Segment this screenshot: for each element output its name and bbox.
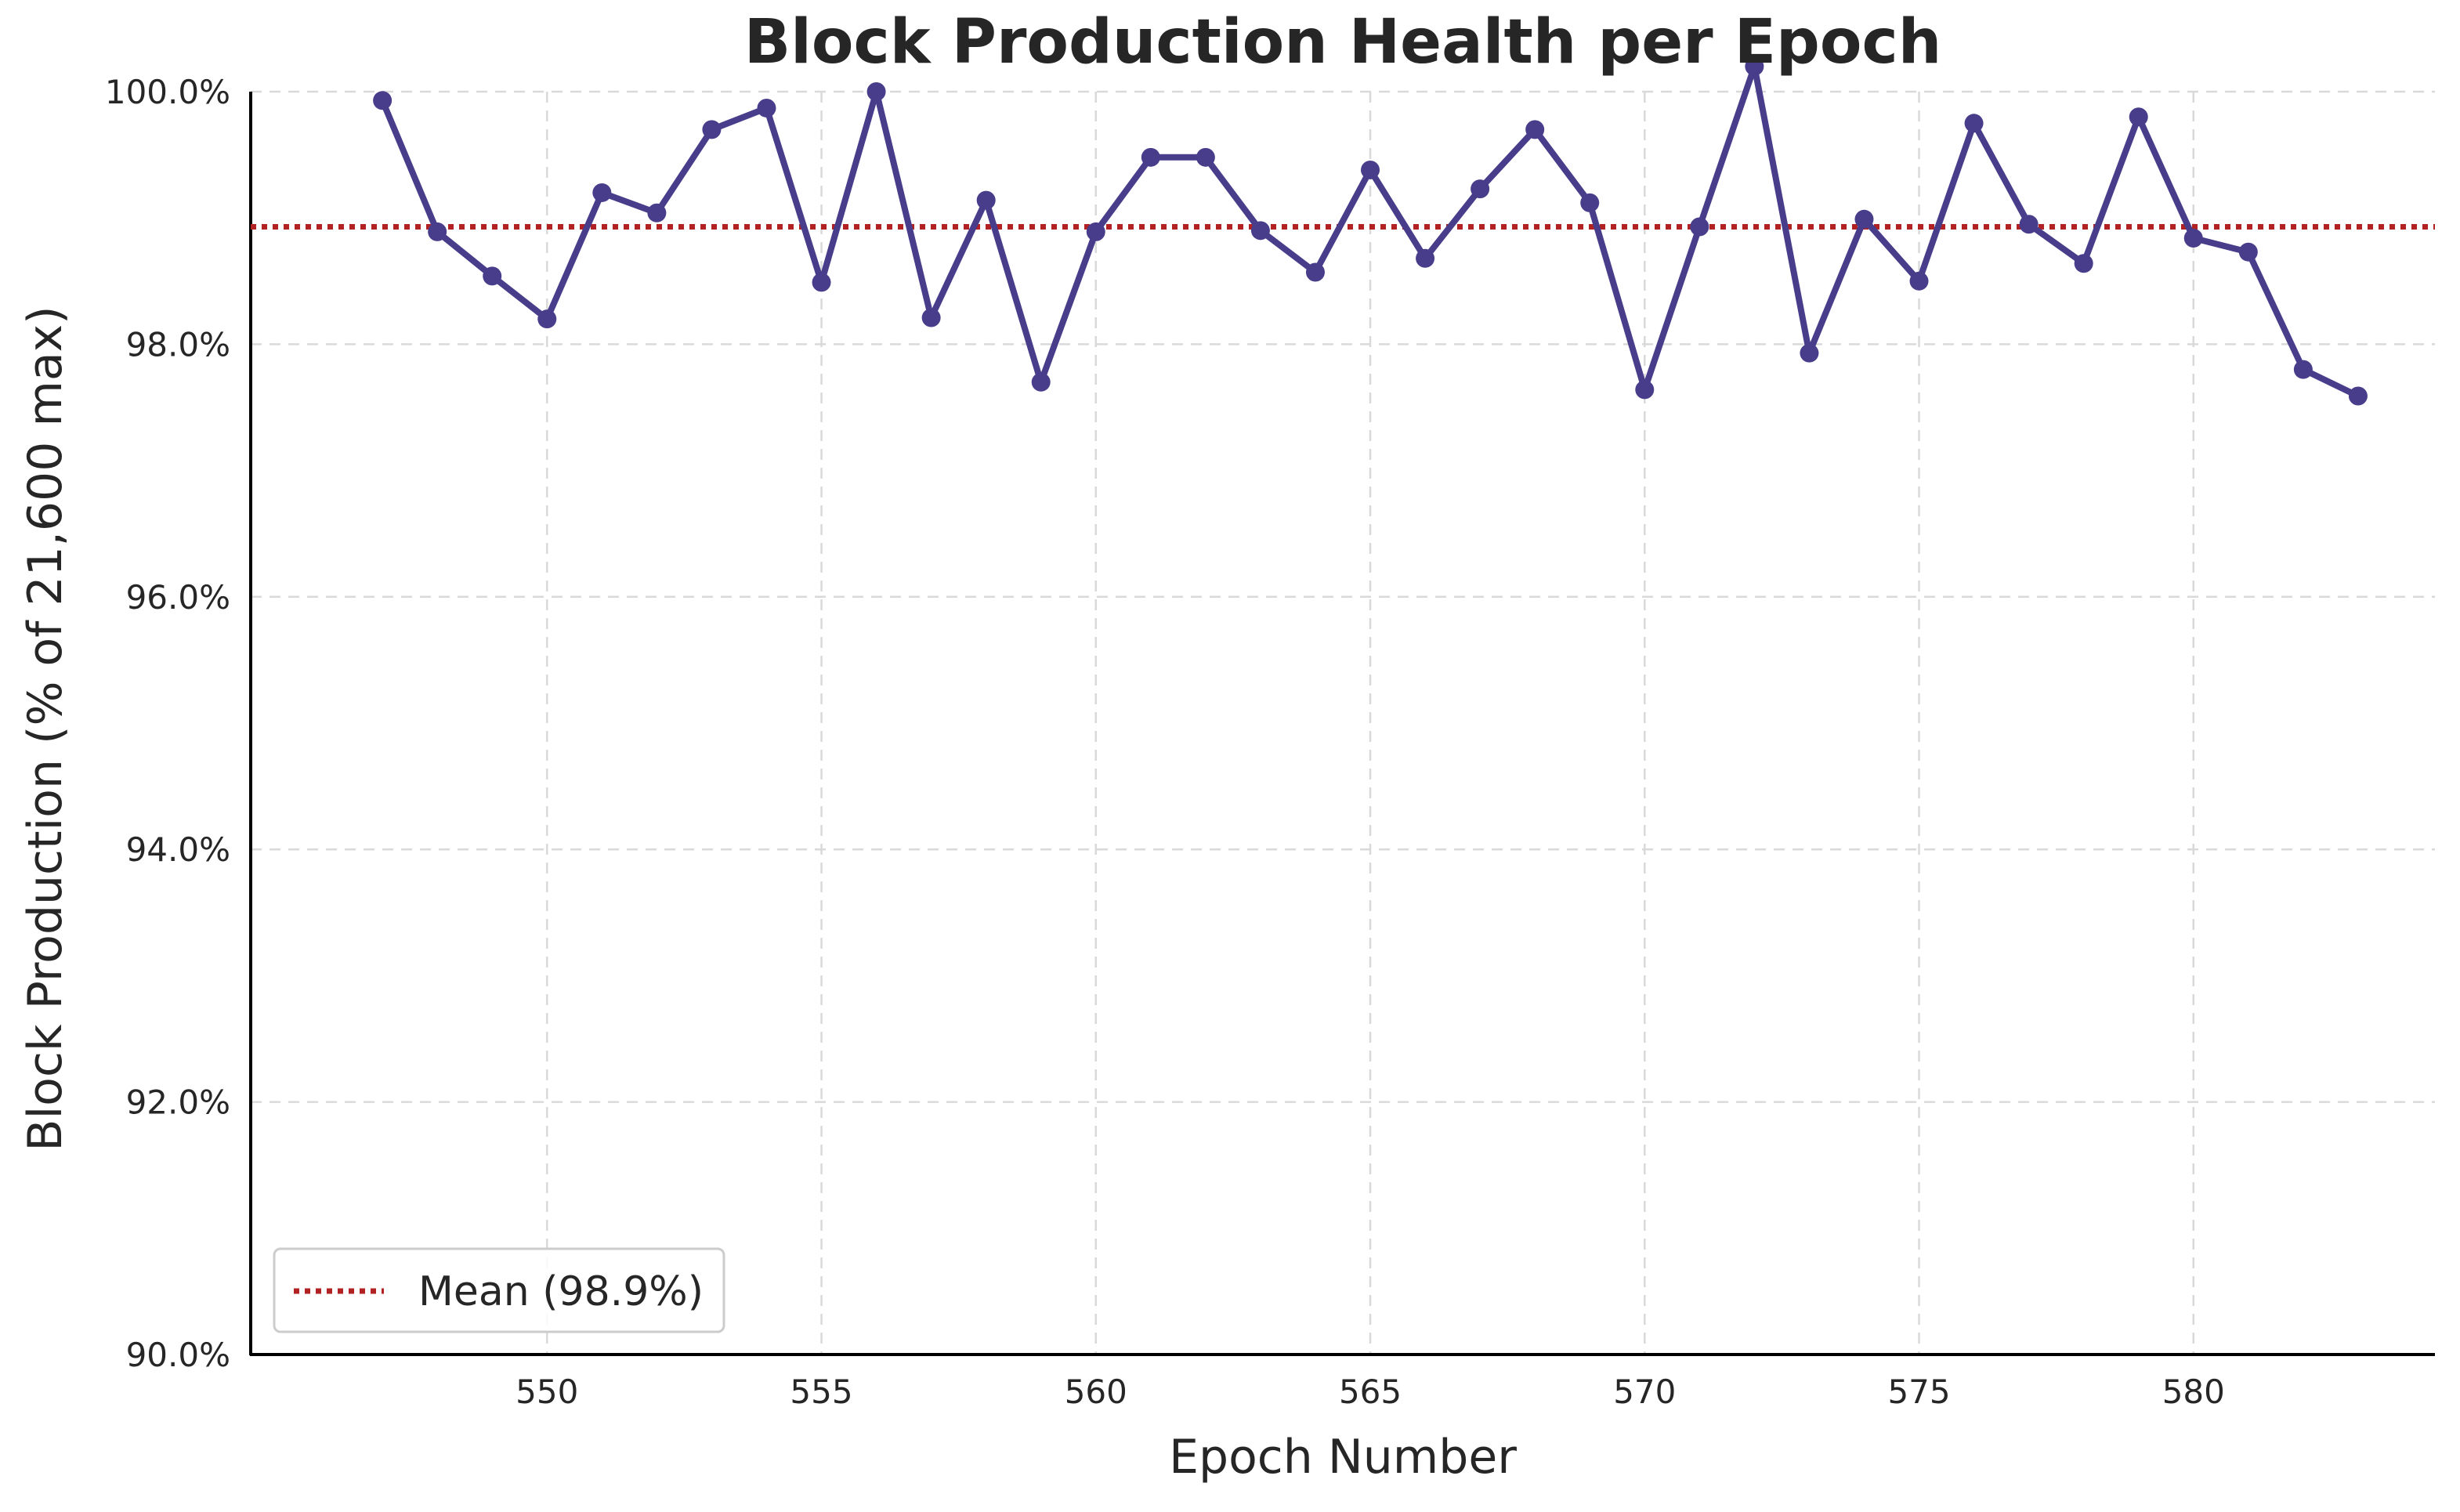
data-point [702, 120, 722, 139]
legend-frame [273, 1247, 725, 1333]
data-point [1909, 271, 1929, 291]
data-point [812, 273, 831, 292]
data-point [2293, 360, 2313, 379]
data-point [1031, 372, 1051, 392]
y-axis-label: Block Production (% of 21,600 max) [18, 306, 73, 1151]
data-point [537, 309, 557, 329]
data-point [1580, 193, 1600, 212]
data-point [866, 82, 886, 101]
data-point [428, 222, 447, 241]
y-tick-label: 90.0% [126, 1336, 230, 1374]
data-point [1086, 222, 1105, 241]
data-point [1250, 221, 1270, 241]
data-point [1141, 147, 1160, 167]
axes [249, 92, 2435, 1356]
y-tick-label: 100.0% [105, 73, 230, 111]
data-point [2019, 215, 2039, 234]
x-tick-label: 575 [1887, 1373, 1950, 1411]
data-point [1471, 179, 1490, 199]
x-tick-label: 580 [2162, 1373, 2225, 1411]
x-tick-label: 550 [516, 1373, 578, 1411]
data-point [1361, 160, 1380, 179]
data-point [483, 266, 502, 286]
data-point [373, 91, 393, 110]
y-tick-label: 94.0% [126, 830, 230, 869]
data-point [1305, 262, 1325, 282]
data-series [373, 56, 2368, 406]
x-axis-label: Epoch Number [1169, 1430, 1517, 1485]
data-point [757, 98, 776, 118]
x-tick-label: 555 [790, 1373, 852, 1411]
data-point [2348, 386, 2368, 406]
data-point [1690, 217, 1709, 237]
data-point [1964, 114, 1984, 133]
data-point [1745, 56, 1764, 76]
legend: Mean (98.9%) [273, 1247, 725, 1333]
x-tick-label: 560 [1065, 1373, 1127, 1411]
data-point [1854, 209, 1874, 229]
chart-title: Block Production Health per Epoch [744, 7, 1942, 78]
y-tick-label: 96.0% [126, 578, 230, 617]
data-point [1196, 147, 1215, 167]
tick-labels: 550 555 560 565 570 575 580 90.0% 92.0% 94.0% 96.0… [105, 73, 2225, 1411]
data-point [1525, 120, 1545, 139]
data-point [1416, 248, 1435, 268]
y-tick-label: 98.0% [126, 325, 230, 364]
data-point [1800, 343, 1819, 363]
y-tick-label: 92.0% [126, 1083, 230, 1122]
data-point [647, 203, 667, 222]
data-point [592, 183, 612, 202]
data-point [976, 190, 996, 210]
data-point [1635, 380, 1655, 400]
data-point [2129, 107, 2148, 127]
data-point [2238, 242, 2258, 262]
data-point [2074, 254, 2093, 273]
data-point [921, 308, 941, 327]
x-tick-label: 565 [1339, 1373, 1402, 1411]
legend-mean-label: Mean (98.9%) [418, 1268, 704, 1315]
x-tick-label: 570 [1613, 1373, 1676, 1411]
grid-lines [251, 90, 2435, 1355]
data-point [2183, 228, 2203, 248]
